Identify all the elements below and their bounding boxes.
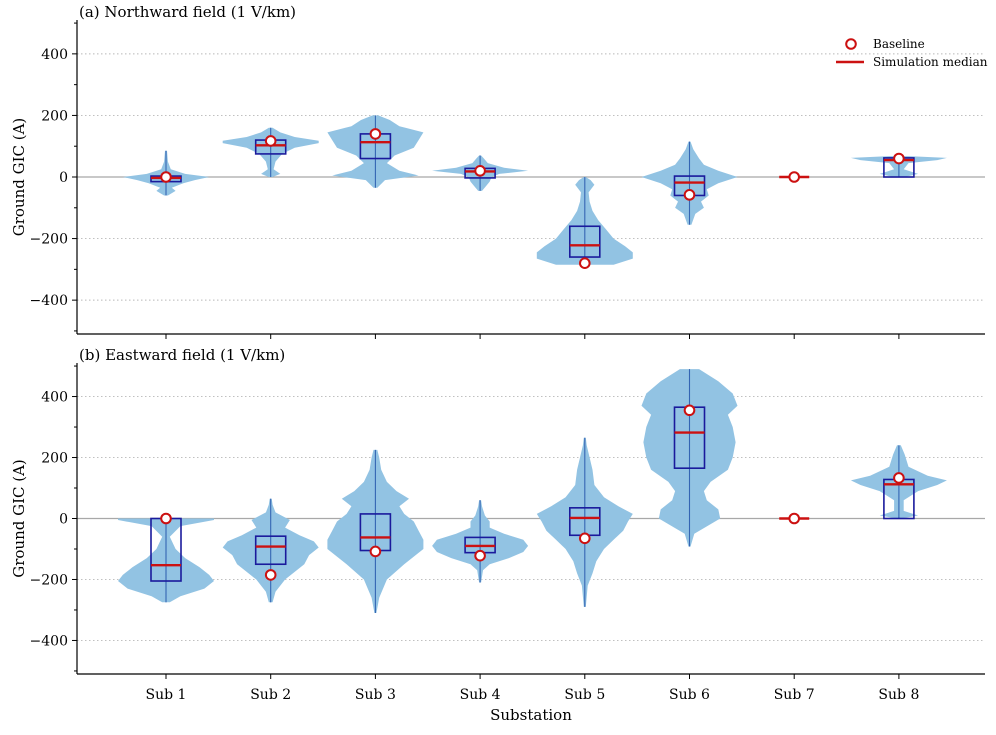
- panel-b-x-ticks: [165, 674, 900, 679]
- violin-group: [641, 141, 738, 225]
- y-tick-label: −400: [30, 293, 68, 309]
- baseline-marker: [683, 189, 696, 201]
- baseline-marker: [579, 532, 591, 545]
- panel-b-gridlines: [77, 396, 985, 641]
- x-tick-label: Sub 3: [355, 687, 396, 703]
- violin-group: [779, 512, 810, 525]
- baseline-marker: [160, 512, 172, 525]
- baseline-marker: [474, 165, 486, 177]
- violin-group: [222, 127, 319, 177]
- baseline-marker: [579, 257, 591, 269]
- x-axis-label: Substation: [490, 706, 572, 724]
- violin-group: [327, 449, 424, 614]
- panel-b-violins: [118, 369, 947, 614]
- baseline-marker: [369, 545, 382, 558]
- x-tick-label: Sub 1: [146, 687, 187, 703]
- baseline-marker: [893, 152, 905, 165]
- panel-b-y-axis-label: Ground GIC (A): [10, 459, 28, 578]
- legend: Baseline Simulation median: [836, 37, 988, 69]
- violin-group: [850, 445, 947, 520]
- x-tick-label: Sub 4: [460, 687, 501, 703]
- baseline-marker: [474, 549, 486, 562]
- violin-group: [222, 498, 319, 603]
- x-tick-label: Sub 2: [250, 687, 291, 703]
- y-tick-label: 400: [41, 390, 68, 406]
- violin-group: [779, 171, 810, 183]
- violin-group: [432, 155, 529, 191]
- panel-a-title: (a) Northward field (1 V/km): [79, 3, 296, 21]
- panel-a-violins: [122, 115, 947, 269]
- panel-a-y-axis-label: Ground GIC (A): [10, 118, 28, 237]
- baseline-marker: [683, 404, 696, 417]
- x-tick-labels: Sub 1 Sub 2 Sub 3 Sub 4 Sub 5 Sub 6 Sub 7 Sub 8: [146, 687, 920, 703]
- baseline-marker: [893, 472, 905, 484]
- legend-baseline-label: Baseline: [873, 37, 925, 51]
- x-tick-label: Sub 8: [878, 687, 919, 703]
- x-tick-label: Sub 6: [669, 687, 710, 703]
- x-tick-label: Sub 5: [564, 687, 605, 703]
- panel-b-y-ticks: −400 −200 0 200 400: [30, 365, 77, 672]
- y-tick-label: 200: [41, 108, 68, 124]
- x-tick-label: Sub 7: [774, 687, 815, 703]
- baseline-marker: [369, 128, 382, 140]
- panel-a-y-ticks: −400 −200 0 200 400: [30, 22, 77, 332]
- panel-b: −400 −200 0 200 400 (b) Eastward field (1 V/…: [10, 346, 985, 703]
- y-tick-label: −200: [30, 232, 68, 248]
- iqr-box: [254, 535, 287, 566]
- baseline-marker: [788, 171, 801, 183]
- legend-median-label: Simulation median: [873, 55, 988, 69]
- violin-group: [850, 152, 947, 178]
- violin-group: [432, 500, 529, 583]
- y-tick-label: 0: [59, 170, 68, 186]
- panel-a-x-ticks: [165, 334, 900, 339]
- y-tick-label: −400: [30, 633, 68, 649]
- panel-b-title: (b) Eastward field (1 V/km): [79, 346, 285, 364]
- iqr-box: [568, 225, 601, 258]
- y-tick-label: −200: [30, 572, 68, 588]
- violin-group: [118, 512, 214, 603]
- legend-baseline-marker: [845, 38, 857, 50]
- baseline-marker: [160, 171, 172, 183]
- violin-group: [536, 177, 633, 269]
- y-tick-label: 400: [41, 47, 68, 63]
- baseline-marker: [788, 512, 801, 525]
- violin-group: [536, 437, 633, 607]
- violin-group: [641, 369, 738, 547]
- violin-group: [327, 115, 424, 188]
- baseline-marker: [264, 135, 277, 147]
- baseline-marker: [264, 569, 277, 581]
- panel-a-gridlines: [77, 53, 985, 301]
- y-tick-label: 200: [41, 451, 68, 467]
- violin-group: [122, 150, 210, 196]
- y-tick-label: 0: [59, 512, 68, 528]
- panel-a: −400 −200 0 200 400 (a) Northward field (1 V…: [10, 3, 988, 339]
